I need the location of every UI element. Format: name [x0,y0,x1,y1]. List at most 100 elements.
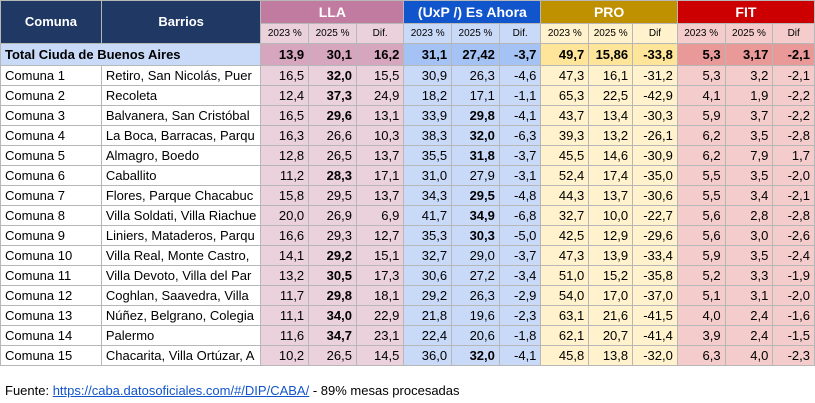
pro-2023-cell[interactable]: 42,5 [540,225,590,246]
lla-dif-header[interactable]: Dif. [355,23,405,44]
pro-2025-cell[interactable]: 13,2 [588,125,634,146]
uxp-2023-cell[interactable]: 41,7 [403,205,453,226]
fit-dif-cell[interactable]: -2,4 [772,245,815,266]
uxp-2025-cell[interactable]: 34,9 [451,205,500,226]
pro-2025-cell[interactable]: 13,8 [588,345,634,366]
pro-2023-cell[interactable]: 43,7 [540,105,590,126]
pro-dif-cell[interactable]: -26,1 [632,125,678,146]
total-lla-dif[interactable]: 16,2 [355,43,405,66]
uxp-2025-cell[interactable]: 20,6 [451,325,500,346]
pro-2025-cell[interactable]: 16,1 [588,65,634,86]
lla-2025-cell[interactable]: 29,8 [308,285,357,306]
pro-2025-cell[interactable]: 17,0 [588,285,634,306]
barrios-cell[interactable]: Villa Devoto, Villa del Par [100,265,262,286]
lla-2025-cell[interactable]: 29,6 [308,105,357,126]
fit-2025-cell[interactable]: 3,3 [724,265,774,286]
total-fit-2023[interactable]: 5,3 [676,43,726,66]
pro-2025-cell[interactable]: 13,4 [588,105,634,126]
uxp-2025-cell[interactable]: 29,5 [451,185,500,206]
pro-2025-cell[interactable]: 14,6 [588,145,634,166]
uxp-dif-cell[interactable]: -1,8 [498,325,542,346]
fit-2023-cell[interactable]: 4,1 [676,85,726,106]
pro-2023-cell[interactable]: 51,0 [540,265,590,286]
lla-2023-header[interactable]: 2023 % [260,23,310,44]
lla-2023-cell[interactable]: 11,1 [260,305,310,326]
barrios-cell[interactable]: Villa Soldati, Villa Riachue [100,205,262,226]
total-fit-dif[interactable]: -2,1 [772,43,815,66]
pro-2025-cell[interactable]: 13,9 [588,245,634,266]
lla-dif-cell[interactable]: 13,7 [355,185,405,206]
comuna-cell[interactable]: Comuna 15 [0,345,102,366]
lla-2025-header[interactable]: 2025 % [308,23,357,44]
comuna-cell[interactable]: Comuna 1 [0,65,102,86]
fit-dif-cell[interactable]: -2,0 [772,285,815,306]
uxp-2023-cell[interactable]: 31,0 [403,165,453,186]
pro-2023-cell[interactable]: 47,3 [540,245,590,266]
fit-2023-header[interactable]: 2023 % [676,23,726,44]
pro-2025-cell[interactable]: 12,9 [588,225,634,246]
uxp-dif-cell[interactable]: -6,8 [498,205,542,226]
pro-2023-cell[interactable]: 65,3 [540,85,590,106]
pro-2025-cell[interactable]: 20,7 [588,325,634,346]
barrios-cell[interactable]: La Boca, Barracas, Parqu [100,125,262,146]
uxp-2025-cell[interactable]: 32,0 [451,345,500,366]
uxp-dif-cell[interactable]: -4,1 [498,105,542,126]
pro-2023-cell[interactable]: 54,0 [540,285,590,306]
comuna-cell[interactable]: Comuna 10 [0,245,102,266]
uxp-2025-cell[interactable]: 29,8 [451,105,500,126]
total-lla-2025[interactable]: 30,1 [308,43,357,66]
pro-2025-cell[interactable]: 10,0 [588,205,634,226]
fit-2025-header[interactable]: 2025 % [724,23,774,44]
uxp-2023-cell[interactable]: 34,3 [403,185,453,206]
barrios-cell[interactable]: Retiro, San Nicolás, Puer [100,65,262,86]
uxp-2023-cell[interactable]: 33,9 [403,105,453,126]
uxp-dif-header[interactable]: Dif. [498,23,542,44]
pro-dif-cell[interactable]: -41,5 [632,305,678,326]
uxp-dif-cell[interactable]: -3,7 [498,245,542,266]
pro-2023-cell[interactable]: 44,3 [540,185,590,206]
barrios-header[interactable]: Barrios [100,0,262,44]
total-lla-2023[interactable]: 13,9 [260,43,310,66]
uxp-2023-cell[interactable]: 35,3 [403,225,453,246]
pro-2025-cell[interactable]: 22,5 [588,85,634,106]
uxp-2023-header[interactable]: 2023 % [403,23,453,44]
uxp-2025-cell[interactable]: 32,0 [451,125,500,146]
lla-2023-cell[interactable]: 12,4 [260,85,310,106]
fit-2023-cell[interactable]: 4,0 [676,305,726,326]
lla-2023-cell[interactable]: 14,1 [260,245,310,266]
lla-group-header[interactable]: LLA [260,0,405,24]
uxp-dif-cell[interactable]: -3,7 [498,145,542,166]
lla-dif-cell[interactable]: 12,7 [355,225,405,246]
fit-2023-cell[interactable]: 5,9 [676,105,726,126]
total-uxp-2025[interactable]: 27,42 [451,43,500,66]
uxp-2025-cell[interactable]: 27,9 [451,165,500,186]
lla-2025-cell[interactable]: 37,3 [308,85,357,106]
fit-dif-cell[interactable]: -2,1 [772,65,815,86]
lla-2025-cell[interactable]: 34,7 [308,325,357,346]
lla-2023-cell[interactable]: 16,5 [260,65,310,86]
uxp-dif-cell[interactable]: -4,8 [498,185,542,206]
lla-dif-cell[interactable]: 23,1 [355,325,405,346]
lla-2025-cell[interactable]: 26,5 [308,345,357,366]
uxp-dif-cell[interactable]: -1,1 [498,85,542,106]
fit-dif-cell[interactable]: -1,5 [772,325,815,346]
comuna-cell[interactable]: Comuna 14 [0,325,102,346]
fit-2023-cell[interactable]: 5,2 [676,265,726,286]
pro-2025-cell[interactable]: 21,6 [588,305,634,326]
lla-2023-cell[interactable]: 16,3 [260,125,310,146]
uxp-2025-cell[interactable]: 19,6 [451,305,500,326]
pro-dif-cell[interactable]: -31,2 [632,65,678,86]
fit-dif-header[interactable]: Dif [772,23,815,44]
uxp-2023-cell[interactable]: 30,9 [403,65,453,86]
pro-dif-cell[interactable]: -37,0 [632,285,678,306]
pro-2023-cell[interactable]: 47,3 [540,65,590,86]
uxp-2025-cell[interactable]: 29,0 [451,245,500,266]
source-link[interactable]: https://caba.datosoficiales.com/#/DIP/CA… [52,383,310,398]
uxp-dif-cell[interactable]: -5,0 [498,225,542,246]
lla-2023-cell[interactable]: 10,2 [260,345,310,366]
fit-2023-cell[interactable]: 5,3 [676,65,726,86]
barrios-cell[interactable]: Villa Real, Monte Castro, [100,245,262,266]
lla-dif-cell[interactable]: 13,1 [355,105,405,126]
barrios-cell[interactable]: Flores, Parque Chacabuc [100,185,262,206]
fit-2023-cell[interactable]: 3,9 [676,325,726,346]
